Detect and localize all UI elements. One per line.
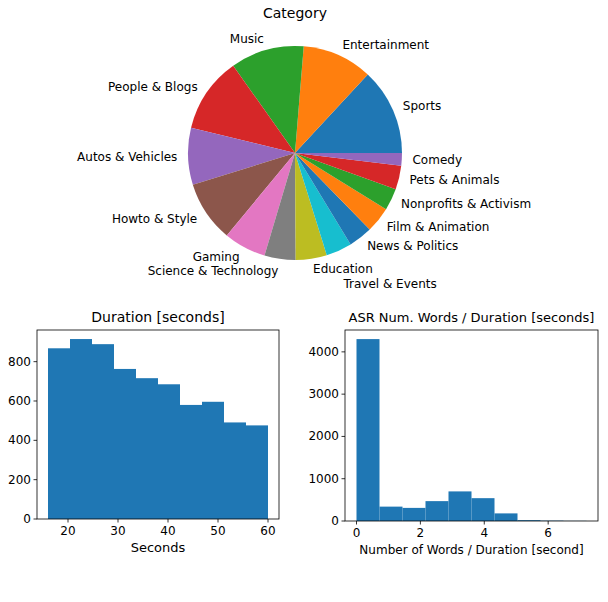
hist-bar — [495, 513, 518, 521]
y-tick — [34, 361, 38, 362]
hist-bar — [180, 405, 202, 519]
x-axis-label: Number of Words / Duration [second] — [359, 543, 583, 557]
y-tick — [34, 479, 38, 480]
hist-bar — [114, 369, 136, 519]
hist-bar — [70, 339, 92, 519]
bars — [48, 339, 268, 519]
x-tick-label: 40 — [160, 524, 175, 538]
hist-bar — [246, 425, 268, 519]
hist-bar — [202, 402, 224, 519]
slice-label: News & Politics — [367, 239, 458, 253]
x-tick-label: 0 — [353, 526, 361, 540]
bars — [357, 339, 587, 521]
x-tick — [548, 521, 549, 525]
slice-label: People & Blogs — [108, 80, 198, 94]
y-tick — [34, 519, 38, 520]
x-tick — [68, 519, 69, 523]
chart-title: Category — [263, 5, 327, 21]
hist-bar — [158, 384, 180, 519]
figure: Category Sports Entertainment Music People &… — [0, 0, 608, 602]
y-tick-label: 1000 — [308, 472, 339, 486]
x-tick-label: 20 — [60, 524, 75, 538]
x-tick-label: 50 — [210, 524, 225, 538]
y-tick — [34, 440, 38, 441]
hist-bar — [92, 344, 114, 519]
y-tick-label: 400 — [8, 433, 31, 447]
slice-label: Gaming — [193, 250, 240, 264]
pie-slice — [295, 153, 401, 189]
y-tick-label: 4000 — [308, 345, 339, 359]
y-tick — [342, 521, 346, 522]
hist-bar — [449, 491, 472, 521]
hist-bar — [224, 422, 246, 519]
x-tick — [356, 521, 357, 525]
y-tick — [342, 394, 346, 395]
slice-label: Pets & Animals — [410, 173, 500, 187]
x-axis-label: Seconds — [131, 540, 186, 555]
chart-title: Duration [seconds] — [91, 309, 224, 325]
pie — [188, 46, 402, 260]
slice-label: Science & Technology — [148, 264, 279, 278]
y-tick — [342, 351, 346, 352]
pie-slice — [265, 153, 296, 260]
y-tick — [342, 436, 346, 437]
y-tick — [342, 478, 346, 479]
x-tick-label: 30 — [110, 524, 125, 538]
y-tick-label: 2000 — [308, 429, 339, 443]
hist-bar — [472, 498, 495, 521]
x-tick — [168, 519, 169, 523]
hist-bar — [426, 501, 449, 521]
axes-frame — [37, 330, 279, 519]
chart-title: ASR Num. Words / Duration [seconds] — [349, 310, 595, 325]
hist-bar — [380, 507, 403, 521]
slice-label: Education — [313, 262, 373, 276]
pie-slice — [295, 46, 368, 153]
slice-label: Music — [230, 32, 264, 46]
y-tick-label: 800 — [8, 355, 31, 369]
slice-label: Autos & Vehicles — [77, 150, 177, 164]
x-tick — [118, 519, 119, 523]
hist-bar — [136, 378, 158, 519]
x-tick-label: 6 — [544, 526, 552, 540]
x-tick-label: 2 — [417, 526, 425, 540]
y-tick-label: 0 — [23, 512, 31, 526]
y-tick-label: 600 — [8, 394, 31, 408]
x-tick — [484, 521, 485, 525]
x-tick — [218, 519, 219, 523]
x-tick-label: 4 — [480, 526, 488, 540]
slice-label: Entertainment — [342, 38, 429, 52]
x-tick-label: 60 — [260, 524, 275, 538]
slice-label: Comedy — [412, 153, 462, 167]
pie-slice — [295, 153, 402, 166]
y-tick-label: 200 — [8, 473, 31, 487]
axes-frame — [345, 330, 598, 521]
slice-label: Nonprofits & Activism — [401, 197, 531, 211]
x-tick — [268, 519, 269, 523]
slice-label: Howto & Style — [112, 212, 197, 226]
y-tick-label: 3000 — [308, 387, 339, 401]
hist-bar — [403, 508, 426, 521]
x-tick — [420, 521, 421, 525]
slice-label: Film & Animation — [387, 220, 490, 234]
slice-label: Travel & Events — [342, 277, 436, 291]
hist-bar — [357, 339, 380, 521]
y-tick-label: 0 — [331, 514, 339, 528]
slice-label: Sports — [403, 99, 441, 113]
y-tick — [34, 400, 38, 401]
hist-bar — [48, 348, 70, 519]
